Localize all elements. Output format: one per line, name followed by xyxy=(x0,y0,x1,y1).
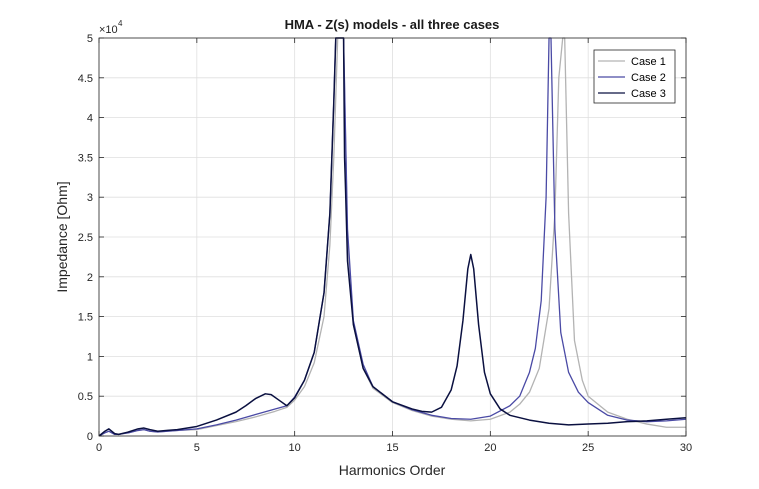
y-tick-label: 1.5 xyxy=(78,312,93,324)
legend-item-case-1: Case 1 xyxy=(598,56,666,68)
x-tick-label: 30 xyxy=(680,442,692,454)
x-axis-label: Harmonics Order xyxy=(339,462,446,478)
axis-ticks xyxy=(98,37,687,437)
y-axis-label: Impedance [Ohm] xyxy=(54,181,70,292)
chart-title: HMA - Z(s) models - all three cases xyxy=(285,17,500,32)
y-tick-label: 4.5 xyxy=(78,73,93,85)
x-tick-label: 5 xyxy=(194,442,200,454)
legend-label: Case 1 xyxy=(631,56,666,68)
y-tick-label: 2.5 xyxy=(78,232,93,244)
y-tick-labels: 0 0.5 1 1.5 2 2.5 3 3.5 4 4.5 5 xyxy=(78,33,93,443)
y-tick-label: 3 xyxy=(87,192,93,204)
y-tick-label: 0.5 xyxy=(78,391,93,403)
y-exponent-base: ×10 xyxy=(99,24,118,36)
series-line-case-2 xyxy=(99,37,686,436)
x-tick-label: 15 xyxy=(386,442,398,454)
y-tick-label: 4 xyxy=(87,113,93,125)
x-tick-label: 0 xyxy=(96,442,102,454)
series-line-case-3 xyxy=(99,37,686,436)
legend-item-case-2: Case 2 xyxy=(598,72,666,84)
x-tick-label: 10 xyxy=(289,442,301,454)
legend-label: Case 2 xyxy=(631,72,666,84)
y-tick-label: 3.5 xyxy=(78,152,93,164)
x-tick-labels: 0 5 10 15 20 25 30 xyxy=(96,442,692,454)
x-tick-label: 25 xyxy=(582,442,594,454)
legend-item-case-3: Case 3 xyxy=(598,88,666,100)
y-tick-label: 2 xyxy=(87,272,93,284)
x-tick-label: 20 xyxy=(484,442,496,454)
y-tick-label: 0 xyxy=(87,431,93,443)
y-exponent-label: ×10 4 xyxy=(99,19,123,36)
y-exponent-power: 4 xyxy=(118,19,123,28)
legend: Case 1 Case 2 Case 3 xyxy=(593,49,676,104)
y-tick-label: 5 xyxy=(87,33,93,45)
legend-label: Case 3 xyxy=(631,88,666,100)
y-tick-label: 1 xyxy=(87,351,93,363)
